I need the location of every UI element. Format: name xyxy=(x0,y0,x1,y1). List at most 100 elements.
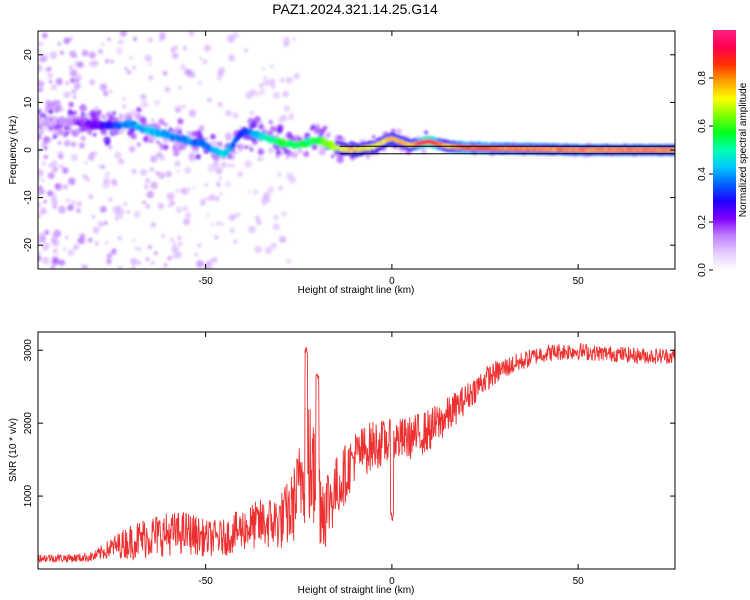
heatmap-cell xyxy=(233,239,238,244)
heatmap-cell xyxy=(205,196,210,201)
heatmap-cell xyxy=(68,65,75,71)
heatmap-cell xyxy=(160,174,165,179)
y-tick-label: 10 xyxy=(23,96,34,108)
heatmap-cell xyxy=(175,188,180,194)
heatmap-cell xyxy=(115,213,120,218)
heatmap-cell xyxy=(101,42,105,46)
heatmap-cell xyxy=(168,127,173,132)
heatmap-cell xyxy=(80,263,87,269)
heatmap-cell xyxy=(75,73,83,81)
x-tick-label: -50 xyxy=(198,576,213,587)
heatmap-cell xyxy=(121,96,127,102)
heatmap-cell xyxy=(50,84,57,91)
heatmap-cell xyxy=(188,186,192,190)
heatmap-cell xyxy=(104,240,109,245)
heatmap-cell xyxy=(138,118,143,122)
heatmap-cell xyxy=(90,152,94,156)
heatmap-cell xyxy=(270,242,277,249)
heatmap-cell xyxy=(182,45,188,51)
heatmap-cell xyxy=(145,203,151,209)
heatmap-cell xyxy=(112,111,116,115)
heatmap-cell xyxy=(293,72,300,80)
heatmap-cell xyxy=(185,212,192,219)
heatmap-cell xyxy=(131,266,136,269)
heatmap-cell xyxy=(169,200,176,207)
heatmap-cell xyxy=(325,132,331,138)
heatmap-cell xyxy=(277,116,285,124)
heatmap-cell xyxy=(162,70,168,76)
heatmap-cell xyxy=(311,143,316,148)
heatmap-cell xyxy=(45,100,52,107)
heatmap-cell xyxy=(99,205,107,213)
heatmap-cell xyxy=(177,119,184,125)
heatmap-cell xyxy=(267,198,272,203)
heatmap-cell xyxy=(64,125,69,131)
heatmap-cell xyxy=(82,174,88,180)
heatmap-cell xyxy=(282,90,289,98)
heatmap-cell xyxy=(103,90,109,97)
heatmap-cell xyxy=(145,177,151,184)
heatmap-cell xyxy=(38,255,42,262)
heatmap-cell xyxy=(44,137,50,143)
heatmap-cell xyxy=(38,55,46,63)
heatmap-cell xyxy=(248,225,256,234)
heatmap-cell xyxy=(133,246,137,250)
heatmap-cell xyxy=(281,210,287,217)
heatmap-cell xyxy=(179,142,187,151)
heatmap-cell xyxy=(41,161,46,166)
heatmap-cell xyxy=(67,110,74,117)
heatmap-cell xyxy=(88,194,94,200)
heatmap-cell xyxy=(104,171,111,178)
heatmap-cell xyxy=(71,88,77,95)
heatmap-cell xyxy=(92,226,100,234)
heatmap-cell xyxy=(145,257,150,262)
heatmap-cell xyxy=(171,245,179,253)
heatmap-cell xyxy=(215,167,223,175)
heatmap-cell xyxy=(220,221,225,227)
heatmap-cell xyxy=(172,52,179,59)
heatmap-cell xyxy=(263,192,271,200)
heatmap-cell xyxy=(167,255,172,261)
heatmap-cell xyxy=(184,166,192,174)
heatmap-cell xyxy=(283,41,289,48)
heatmap-cell xyxy=(119,130,124,135)
y-tick-label: 3000 xyxy=(23,339,34,362)
heatmap-cell xyxy=(106,258,112,265)
heatmap-cell xyxy=(181,104,186,109)
heatmap-cell xyxy=(46,66,52,72)
heatmap-cell xyxy=(174,160,181,167)
heatmap-cell xyxy=(208,194,216,201)
heatmap-cell xyxy=(73,54,78,59)
heatmap-cell xyxy=(285,150,293,157)
heatmap-cell xyxy=(218,176,222,180)
heatmap-cell xyxy=(217,66,226,75)
heatmap-cell xyxy=(162,144,169,151)
heatmap-cell xyxy=(227,163,232,168)
heatmap-cell xyxy=(303,150,310,158)
heatmap-cell xyxy=(172,242,177,246)
heatmap-cell xyxy=(50,159,58,168)
heatmap-cell xyxy=(399,148,404,153)
heatmap-cell xyxy=(283,105,291,112)
heatmap-cell xyxy=(148,138,154,144)
snr-series-line xyxy=(38,343,675,563)
heatmap-cell xyxy=(147,244,153,250)
heatmap-cell xyxy=(248,190,252,194)
spectrogram-y-axis-label: Frequency (Hz) xyxy=(8,116,19,185)
heatmap-cell xyxy=(57,41,62,47)
heatmap-cell xyxy=(100,114,105,119)
heatmap-cell xyxy=(67,249,75,257)
heatmap-cell xyxy=(126,210,130,214)
heatmap-cell xyxy=(249,147,254,152)
heatmap-cell xyxy=(102,165,106,169)
heatmap-cell xyxy=(94,241,99,246)
heatmap-cell xyxy=(202,59,208,65)
heatmap-cell xyxy=(278,236,286,244)
heatmap-cell xyxy=(135,106,142,113)
heatmap-cell xyxy=(70,141,77,148)
heatmap-cell xyxy=(232,112,239,119)
heatmap-cell xyxy=(220,161,227,169)
heatmap-cell xyxy=(73,95,77,99)
heatmap-cell xyxy=(140,100,149,108)
